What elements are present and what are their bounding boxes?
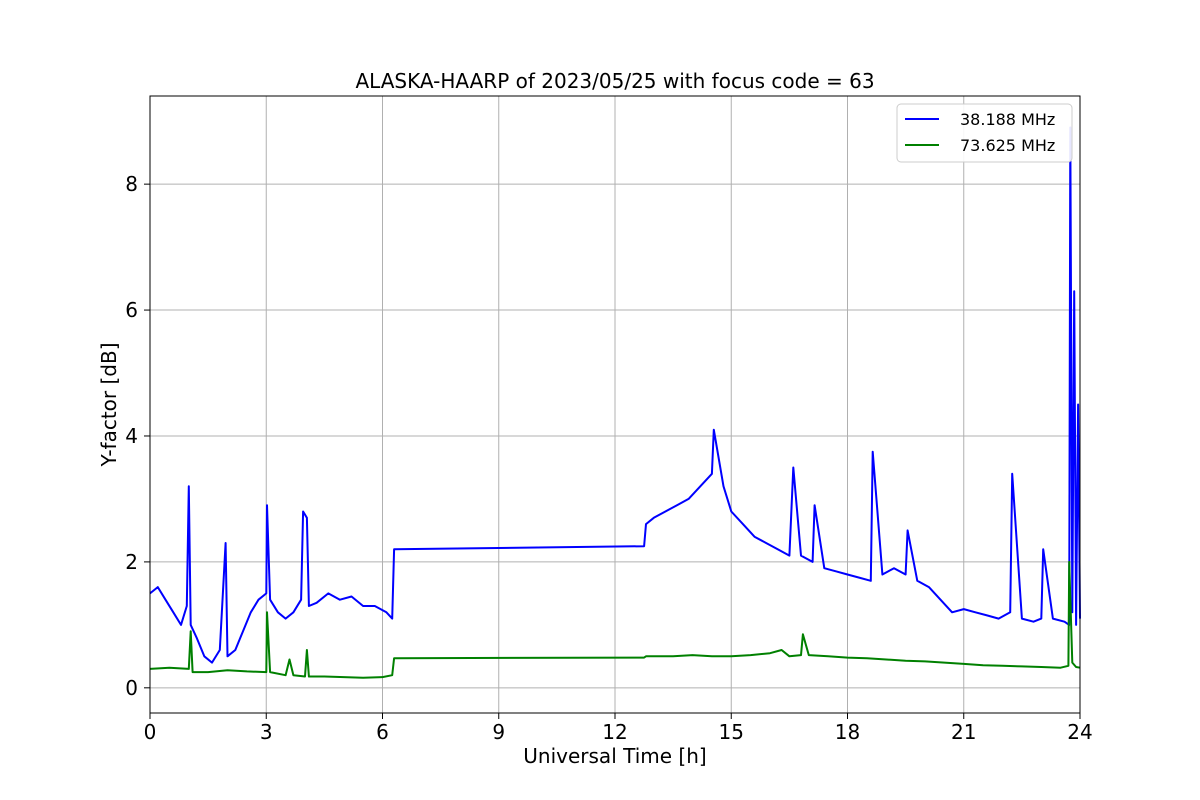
y-tick-label: 6	[125, 298, 138, 322]
legend-box	[896, 103, 1073, 163]
y-axis-label: Y-factor [dB]	[97, 342, 121, 467]
x-tick-label: 18	[835, 720, 860, 744]
y-tick-label: 2	[125, 550, 138, 574]
x-tick-label: 12	[602, 720, 627, 744]
x-tick-label: 3	[260, 720, 273, 744]
x-tick-label: 21	[951, 720, 976, 744]
y-tick-label: 8	[125, 172, 138, 196]
legend-label-73625: 73.625 MHz	[960, 136, 1055, 155]
legend: 38.188 MHz 73.625 MHz	[896, 103, 1073, 163]
y-tick-label: 4	[125, 424, 138, 448]
x-tick-label: 0	[144, 720, 157, 744]
series-line-38188-mhz	[149, 126, 1081, 664]
series-layer	[149, 126, 1081, 679]
x-tick-label: 9	[492, 720, 505, 744]
legend-label-38188: 38.188 MHz	[960, 110, 1055, 129]
chart-title: ALASKA-HAARP of 2023/05/25 with focus co…	[355, 69, 874, 93]
series-line-73625-mhz	[149, 560, 1081, 679]
x-tick-label: 24	[1067, 720, 1092, 744]
x-axis-label: Universal Time [h]	[523, 744, 706, 768]
x-tick-label: 15	[719, 720, 744, 744]
y-tick-label: 0	[125, 676, 138, 700]
x-tick-label: 6	[376, 720, 389, 744]
